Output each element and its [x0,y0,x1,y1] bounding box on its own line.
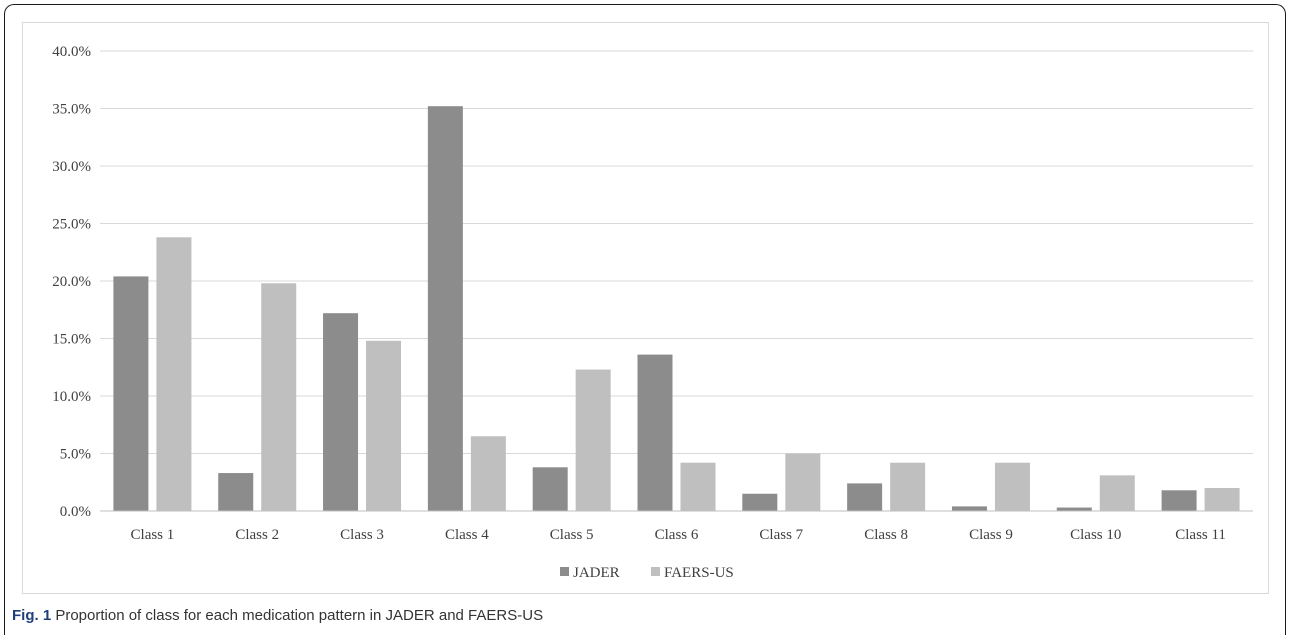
y-tick-label: 25.0% [52,217,91,233]
x-tick-label: Class 7 [759,527,803,543]
x-tick-label: Class 8 [864,527,908,543]
bar-faers-us-class-4 [470,436,506,511]
bar-jader-class-1 [113,276,149,511]
x-tick-label: Class 2 [235,527,279,543]
bar-faers-us-class-10 [1099,475,1135,511]
x-tick-label: Class 6 [655,527,699,543]
y-tick-label: 10.0% [52,389,91,405]
bar-faers-us-class-5 [575,369,611,511]
bar-jader-class-4 [427,106,463,511]
x-tick-label: Class 4 [445,527,489,543]
legend-swatch [651,567,660,576]
bar-faers-us-class-1 [156,237,192,512]
y-tick-label: 35.0% [52,102,91,118]
bar-faers-us-class-9 [994,462,1030,511]
bar-jader-class-6 [637,354,673,511]
x-tick-label: Class 10 [1070,527,1121,543]
x-tick-label: Class 11 [1175,527,1226,543]
bar-faers-us-class-6 [680,462,716,511]
bar-jader-class-9 [951,506,987,511]
y-tick-label: 40.0% [52,44,91,60]
figure-frame [4,4,1286,635]
legend: JADER FAERS-US [560,565,734,581]
x-tick-label: Class 3 [340,527,384,543]
x-axis-ticks: Class 1 Class 2 Class 3 Class 4 Class 5 Class… [131,527,1226,543]
y-tick-label: 5.0% [60,447,91,463]
legend-label: JADER [573,565,620,581]
bar-jader-class-2 [218,473,254,511]
bar-jader-class-10 [1056,507,1092,511]
x-tick-label: Class 9 [969,527,1013,543]
bar-faers-us-class-3 [366,340,402,511]
figure-caption-text: Proportion of class for each medication … [55,607,544,624]
y-tick-label: 30.0% [52,159,91,175]
figure-label: Fig. 1 [12,607,52,624]
bar-jader-class-5 [532,467,568,511]
bar-jader-class-7 [742,493,778,511]
y-tick-label: 15.0% [52,332,91,348]
bar-faers-us-class-8 [890,462,926,511]
bars [100,106,1253,512]
legend-swatch [560,567,569,576]
legend-label: FAERS-US [664,565,734,581]
bar-jader-class-3 [323,313,359,511]
y-tick-label: 20.0% [52,274,91,290]
y-axis-ticks: 0.0% 5.0% 10.0% 15.0% 20.0% 25.0% 30.0% 35.0% 40… [52,44,91,520]
bar-jader-class-8 [847,483,883,511]
x-tick-label: Class 5 [550,527,594,543]
bar-jader-class-11 [1161,490,1197,511]
bar-faers-us-class-7 [785,453,821,511]
bar-faers-us-class-11 [1204,488,1240,511]
figure-caption: Fig. 1 Proportion of class for each medi… [12,607,543,624]
bar-faers-us-class-2 [261,283,297,511]
x-tick-label: Class 1 [131,527,175,543]
y-tick-label: 0.0% [60,504,91,520]
